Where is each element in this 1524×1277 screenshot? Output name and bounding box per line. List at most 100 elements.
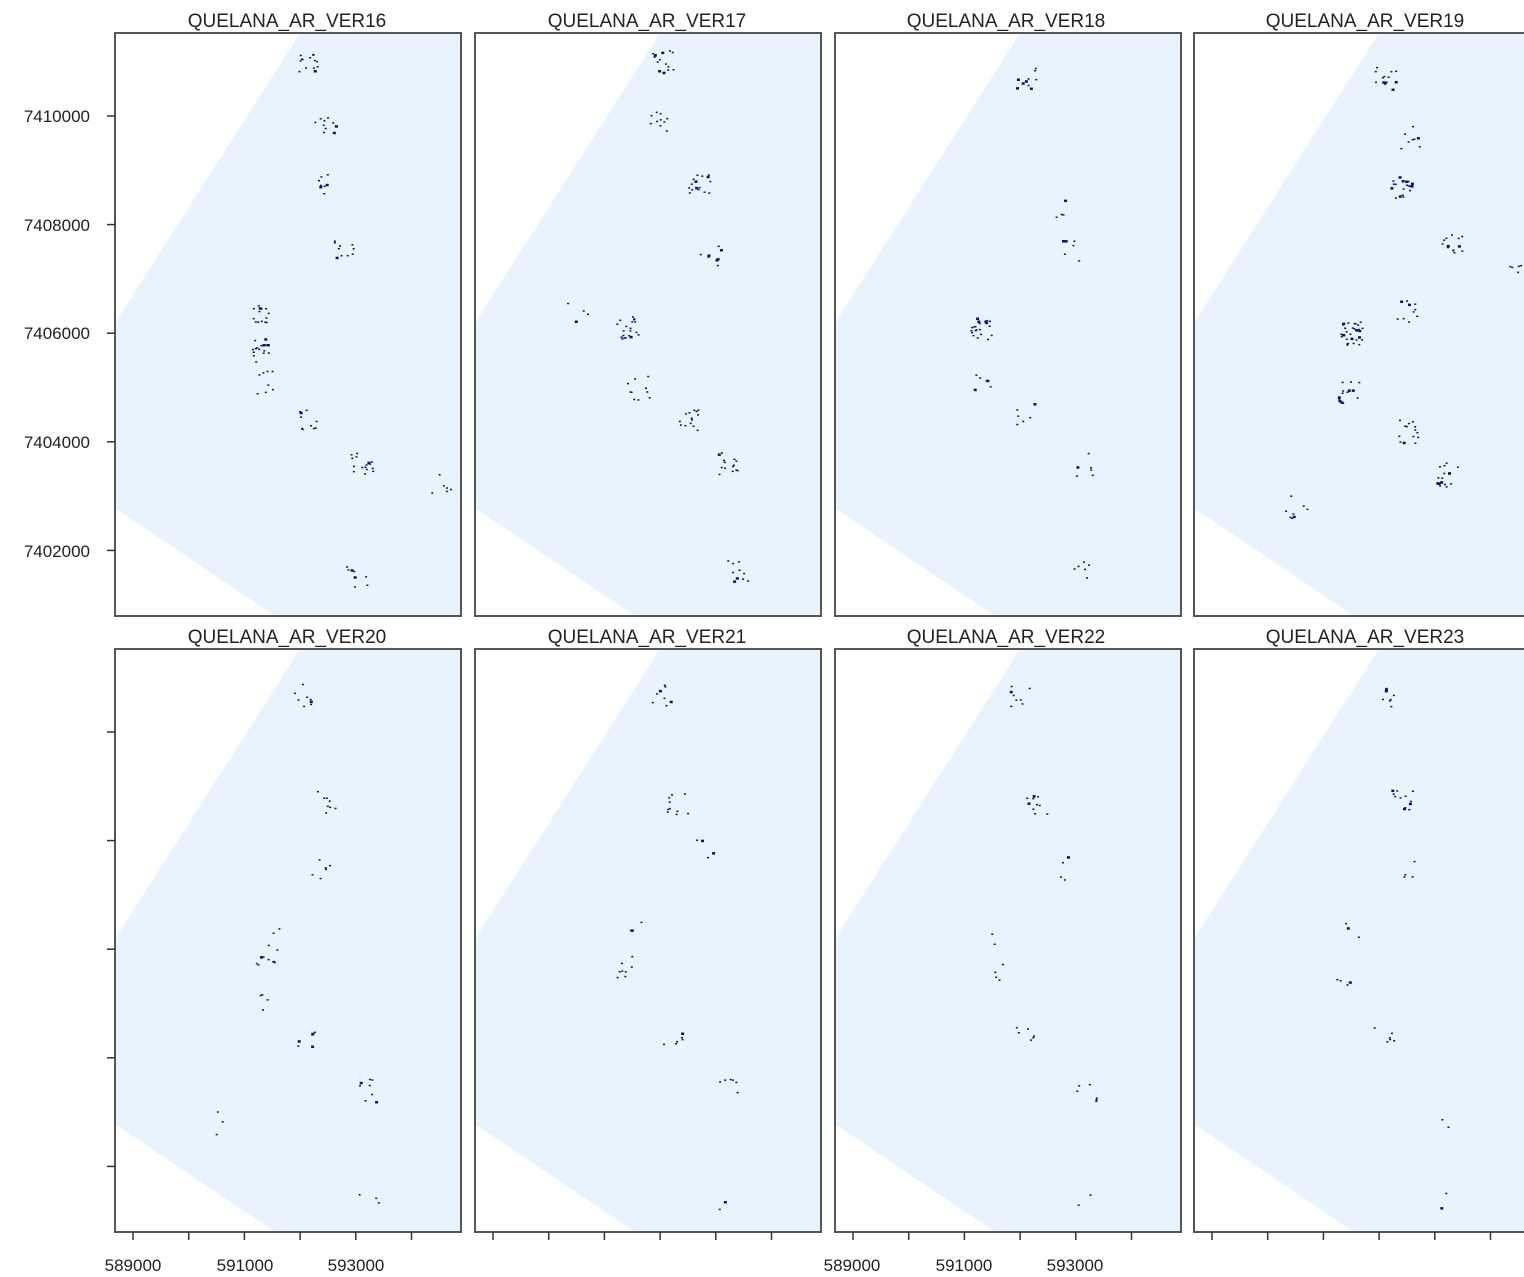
detection-point [1390, 705, 1393, 708]
detection-point [977, 320, 981, 323]
detection-point [314, 427, 317, 429]
detection-point [1088, 564, 1090, 566]
detection-point [719, 249, 723, 252]
detection-point [1358, 329, 1362, 333]
detection-point [676, 810, 679, 813]
detection-point [1452, 250, 1455, 252]
detection-point [371, 1093, 374, 1096]
detection-point [628, 335, 631, 337]
detection-point [1353, 328, 1356, 330]
detection-point [1404, 133, 1406, 135]
detection-point [347, 569, 350, 571]
y-tick-label: 7404000 [24, 433, 90, 452]
detection-point [299, 54, 302, 57]
detection-point [1402, 188, 1405, 190]
detection-point [256, 347, 259, 349]
detection-point [1443, 239, 1446, 241]
detection-point [659, 112, 662, 115]
detection-point [706, 175, 710, 179]
detection-point [325, 868, 327, 871]
detection-point [311, 874, 314, 876]
detection-point [974, 329, 977, 332]
detection-point [267, 958, 270, 961]
detection-point [361, 466, 364, 469]
detection-point [216, 1111, 219, 1113]
detection-point [325, 183, 329, 187]
detection-point [987, 338, 990, 341]
detection-point [337, 248, 340, 250]
detection-point [359, 1085, 361, 1087]
detection-point [1407, 185, 1410, 187]
detection-point [1032, 1037, 1035, 1039]
detection-point [718, 1208, 721, 1211]
detection-point [1060, 876, 1062, 878]
detection-point [1409, 189, 1411, 192]
detection-point [717, 245, 720, 248]
detection-point [262, 344, 266, 347]
detection-point [300, 416, 303, 418]
detection-point [443, 485, 445, 487]
detection-point [729, 1078, 732, 1081]
detection-point [355, 456, 358, 458]
detection-point [254, 339, 257, 342]
detection-point [1450, 483, 1453, 485]
detection-point [1444, 483, 1446, 486]
detection-point [707, 254, 711, 257]
swath-coverage [835, 649, 1181, 1232]
detection-point [1021, 703, 1024, 705]
detection-point [1414, 442, 1417, 444]
detection-point [1453, 252, 1456, 254]
detection-point [1382, 698, 1384, 701]
detection-point [1375, 81, 1377, 83]
detection-point [973, 388, 977, 392]
y-tick-label: 7410000 [24, 107, 90, 126]
detection-point [675, 813, 678, 816]
detection-point [324, 867, 327, 869]
detection-point [1062, 240, 1065, 243]
detection-point [1038, 804, 1041, 807]
detection-point [696, 429, 699, 432]
detection-point [1338, 398, 1341, 400]
detection-point [1405, 184, 1408, 186]
swath-coverage [475, 33, 821, 616]
detection-point [1340, 333, 1343, 336]
detection-point [1032, 795, 1036, 798]
detection-point [365, 468, 368, 471]
detection-point [716, 264, 719, 267]
detection-point [1361, 339, 1364, 341]
detection-point [619, 319, 622, 321]
detection-point [1451, 234, 1453, 236]
detection-point [717, 453, 721, 456]
detection-point [265, 321, 268, 324]
detection-point [666, 811, 669, 813]
detection-point [1078, 1085, 1081, 1087]
detection-point [271, 388, 274, 391]
panel-frame [1193, 648, 1524, 1233]
detection-point [1392, 180, 1395, 182]
detection-point [1383, 75, 1386, 78]
panel-frame [1193, 32, 1524, 617]
detection-point [984, 321, 987, 323]
detection-point [1414, 426, 1417, 428]
detection-point [1395, 197, 1397, 199]
detection-point [574, 320, 578, 323]
detection-point [266, 344, 270, 347]
y-tick-label: 7406000 [24, 324, 90, 343]
detection-point [1402, 317, 1405, 320]
detection-point [1392, 694, 1395, 697]
detection-point [1391, 88, 1395, 91]
detection-point [319, 877, 322, 880]
y-tick-label: 7402000 [24, 542, 90, 561]
detection-point [323, 185, 326, 188]
detection-point [1395, 70, 1398, 73]
detection-point [1095, 1099, 1098, 1101]
detection-point [1292, 513, 1295, 515]
panel-frame [114, 32, 462, 617]
detection-point [1517, 265, 1520, 268]
detection-point [723, 1201, 727, 1204]
detection-point [278, 928, 281, 930]
detection-point [356, 452, 359, 455]
detection-point [629, 330, 632, 332]
detection-point [316, 66, 319, 68]
detection-point [351, 253, 354, 255]
